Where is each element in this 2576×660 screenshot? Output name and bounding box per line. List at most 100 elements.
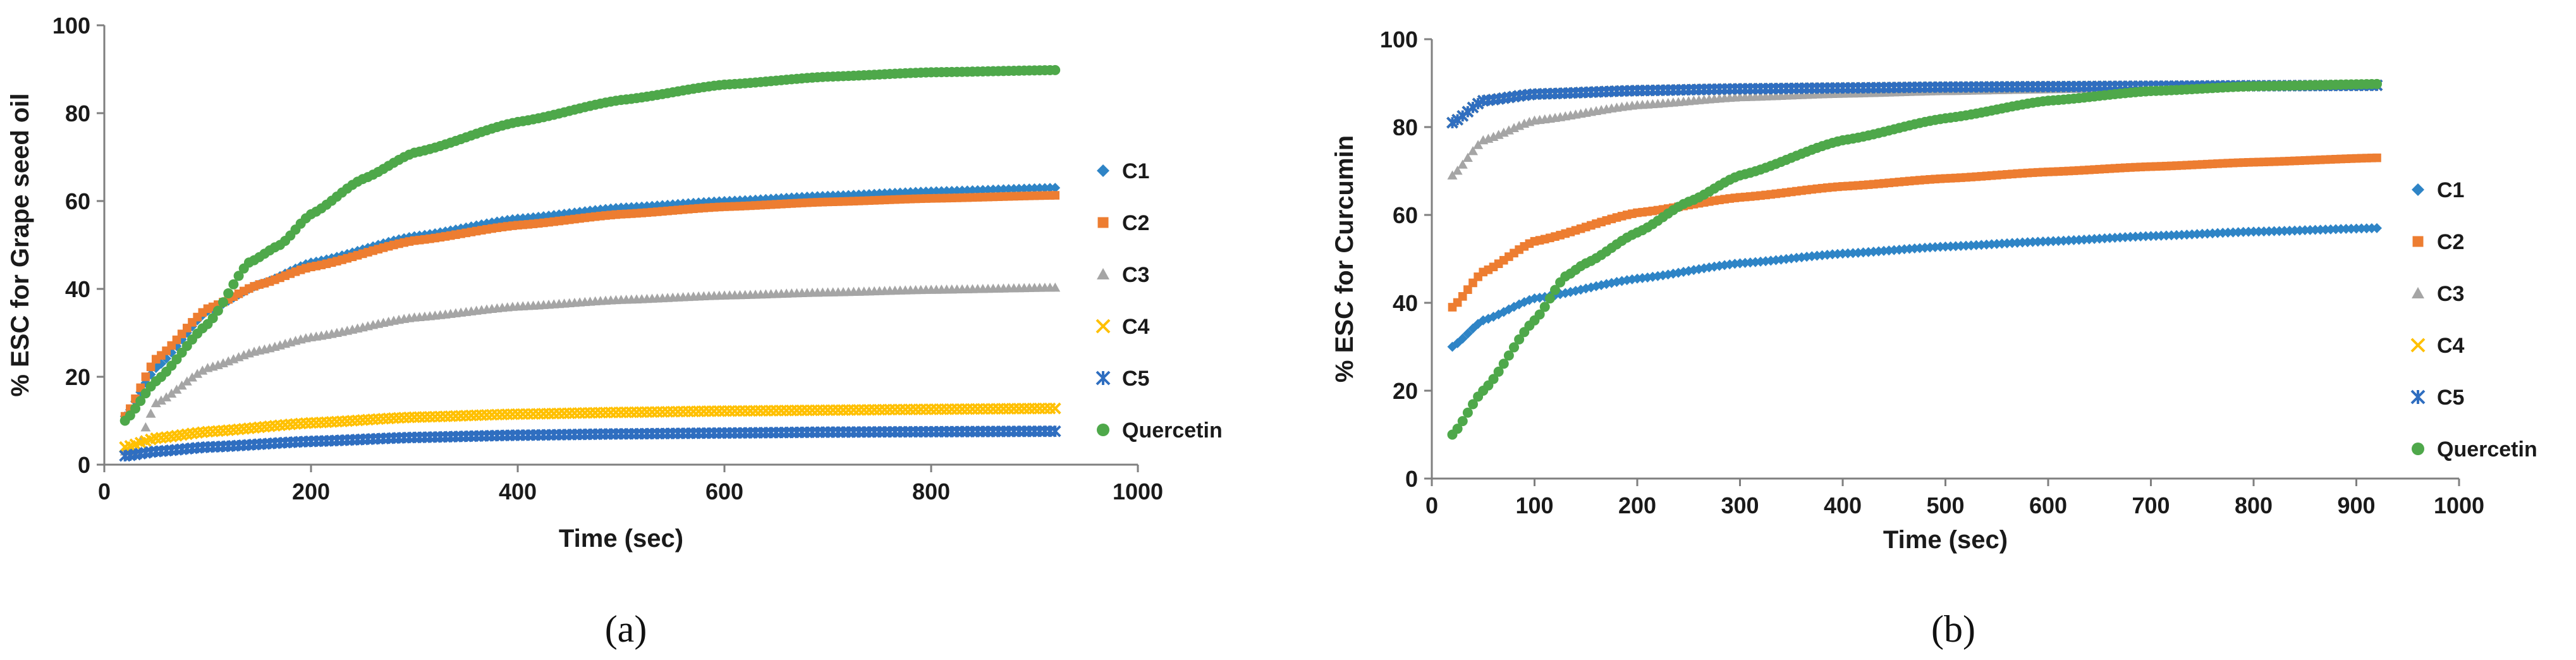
data-point	[207, 313, 218, 324]
y-tick-label: 60	[1393, 202, 1418, 228]
legend-label: Quercetin	[2437, 437, 2537, 461]
data-point	[1457, 159, 1468, 169]
data-point	[1457, 333, 1468, 344]
legend-item-c2: C2	[1097, 211, 1149, 235]
legend-marker	[2412, 236, 2424, 247]
data-point	[228, 279, 239, 290]
data-point	[145, 408, 156, 418]
y-tick-label: 0	[78, 452, 90, 478]
x-tick-label: 600	[2029, 492, 2067, 518]
series-c4	[119, 402, 1061, 453]
x-tick-label: 1000	[2434, 492, 2484, 518]
data-point	[1509, 342, 1519, 353]
y-tick-label: 100	[1380, 27, 1418, 52]
x-tick-label: 400	[1824, 492, 1862, 518]
data-point	[166, 388, 177, 398]
legend-marker	[1097, 424, 1109, 436]
legend: C1 C2 C3 C4 C5 Quercetin	[1096, 159, 1223, 443]
data-point	[1468, 145, 1478, 156]
series-c5	[119, 425, 1061, 462]
legend-item-c4: C4	[1096, 315, 1150, 339]
data-point	[1050, 282, 1061, 292]
series-c3	[119, 282, 1061, 456]
x-tick-label: 400	[499, 479, 537, 504]
legend-marker	[2412, 287, 2424, 298]
y-tick-label: 20	[1393, 378, 1418, 404]
plot-area	[119, 64, 1061, 462]
legend-marker	[2412, 443, 2424, 455]
data-point	[926, 186, 936, 197]
legend-marker	[1097, 164, 1109, 177]
x-tick-label: 900	[2337, 492, 2375, 518]
data-point	[212, 305, 223, 316]
y-tick-label: 40	[1393, 290, 1418, 316]
x-tick-label: 800	[912, 479, 950, 504]
series-quercetin	[119, 64, 1061, 426]
legend-marker	[1097, 217, 1109, 228]
legend: C1 C2 C3 C4 C5 Quercetin	[2410, 178, 2537, 461]
data-point	[181, 376, 192, 386]
legend-label: C5	[1122, 367, 1149, 391]
legend-item-quercetin: Quercetin	[1097, 419, 1223, 443]
legend-label: C3	[1122, 263, 1149, 287]
x-tick-label: 600	[705, 479, 743, 504]
data-point	[150, 398, 161, 408]
y-tick-label: 60	[65, 188, 90, 214]
data-point	[1452, 424, 1463, 434]
y-axis-title: % ESC for Grape seed oil	[6, 93, 34, 396]
data-point	[1544, 293, 1555, 304]
series-c2	[120, 191, 1059, 421]
y-tick-label: 80	[65, 101, 90, 126]
data-point	[2372, 78, 2382, 89]
y-tick-label: 20	[65, 364, 90, 390]
series-quercetin	[1447, 78, 2382, 440]
data-point	[1457, 416, 1468, 427]
legend-item-c1: C1	[2412, 178, 2464, 202]
legend-label: C5	[2437, 386, 2464, 410]
plot-area	[1446, 78, 2383, 440]
x-tick-label: 0	[98, 479, 111, 504]
y-tick-label: 0	[1405, 466, 1418, 492]
legend-item-c1: C1	[1097, 159, 1149, 183]
data-point	[1049, 425, 1061, 437]
data-point	[1462, 407, 1473, 418]
data-point	[1534, 309, 1545, 320]
legend-item-c5: C5	[1096, 367, 1149, 391]
data-point	[1458, 292, 1467, 301]
data-point	[1050, 64, 1061, 75]
x-tick-label: 1000	[1113, 479, 1163, 504]
data-point	[223, 288, 234, 298]
legend-label: C1	[2437, 178, 2464, 202]
legend-marker	[1096, 319, 1111, 334]
x-axis-title: Time (sec)	[1883, 526, 2008, 554]
data-point	[218, 297, 229, 308]
legend-item-c3: C3	[1097, 263, 1149, 287]
data-point	[176, 380, 187, 390]
series-c1	[1447, 223, 2382, 352]
y-axis-title: % ESC for Curcumin	[1331, 135, 1358, 382]
data-point	[186, 372, 197, 382]
y-tick-label: 40	[65, 276, 90, 302]
data-point	[1447, 170, 1458, 180]
x-tick-label: 700	[2132, 492, 2170, 518]
data-point	[125, 410, 135, 421]
legend-item-quercetin: Quercetin	[2412, 437, 2537, 461]
y-tick-label: 100	[52, 13, 90, 39]
legend-marker	[1097, 268, 1109, 279]
legend-label: C2	[1122, 211, 1149, 235]
panel-label: (b)	[1931, 608, 1975, 650]
data-point	[197, 365, 208, 375]
legend-label: C2	[2437, 230, 2464, 254]
legend-label: C4	[2437, 334, 2465, 358]
legend-marker	[2410, 338, 2426, 353]
legend-item-c4: C4	[2410, 334, 2465, 358]
data-point	[1468, 399, 1478, 410]
data-point	[1493, 366, 1504, 377]
data-point	[1462, 328, 1473, 339]
legend-label: C1	[1122, 159, 1149, 183]
data-point	[192, 369, 203, 378]
data-point	[1539, 302, 1550, 312]
